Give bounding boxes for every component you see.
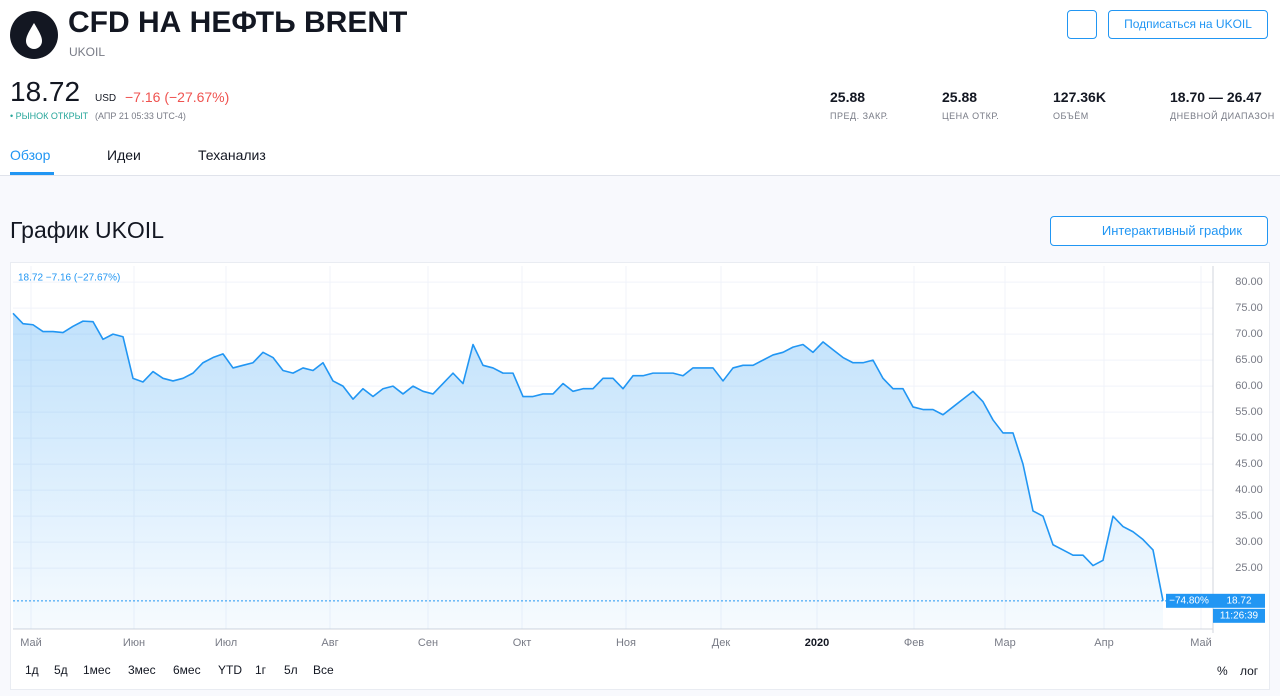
x-tick-label: Дек — [712, 637, 731, 649]
interactive-button[interactable]: Интерактивный график — [1050, 216, 1268, 246]
drop-icon — [26, 23, 42, 49]
status-time: (АПР 21 05:33 UTC-4) — [95, 111, 186, 121]
tab[interactable]: Теханализ — [198, 147, 266, 163]
change: −7.16 (−27.67%) — [125, 89, 230, 105]
stat-label: ПРЕД. ЗАКР. — [830, 111, 889, 121]
range-button[interactable]: 1г — [255, 663, 267, 677]
status: • РЫНОК ОТКРЫТ — [10, 111, 89, 121]
y-tick-label: 80.00 — [1235, 276, 1263, 288]
tab[interactable]: Идеи — [107, 147, 141, 163]
button-label: Интерактивный график — [1101, 223, 1243, 238]
stat-value: 18.70 — 26.47 — [1170, 89, 1262, 105]
stat-label: ЦЕНА ОТКР. — [942, 111, 1000, 121]
range-button[interactable]: 1д — [25, 663, 39, 677]
y-tick-label: 75.00 — [1235, 302, 1263, 314]
price-label: 18.72 — [1226, 595, 1251, 606]
x-tick-label: Май — [20, 637, 42, 649]
stat-value: 25.88 — [942, 89, 978, 105]
y-tick-label: 25.00 — [1235, 562, 1263, 574]
currency: USD — [95, 93, 117, 104]
range-button[interactable]: YTD — [218, 663, 242, 677]
x-tick-label: Сен — [418, 637, 438, 649]
y-tick-label: 60.00 — [1235, 380, 1263, 392]
stat-value: 127.36K — [1053, 89, 1106, 105]
change-badge — [1166, 593, 1213, 608]
range-button[interactable]: 1мес — [83, 663, 111, 677]
x-tick-label: Июл — [215, 637, 237, 649]
change-label: −74.80% — [1169, 595, 1209, 606]
price-line — [12, 312, 1164, 601]
y-tick-label: 30.00 — [1235, 536, 1263, 548]
x-tick-label: Окт — [513, 637, 532, 649]
stat-label: ОБЪЁМ — [1053, 111, 1089, 121]
range-button[interactable]: 5л — [284, 663, 298, 677]
x-tick-label: Май — [1190, 637, 1212, 649]
y-tick-label: 45.00 — [1235, 458, 1263, 470]
area-fill — [13, 313, 1163, 629]
y-tick-label: 70.00 — [1235, 328, 1263, 340]
y-tick-label: 35.00 — [1235, 510, 1263, 522]
range-button[interactable]: Все — [313, 663, 334, 677]
title: CFD НА НЕФТЬ BRENT — [68, 6, 408, 39]
section-title: График UKOIL — [10, 217, 164, 243]
logo — [10, 11, 58, 59]
subscribe-button[interactable]: Подписаться на UKOIL — [1108, 10, 1268, 39]
y-tick-label: 65.00 — [1235, 354, 1263, 366]
range-button[interactable]: 3мес — [128, 663, 156, 677]
stat-value: 25.88 — [830, 89, 866, 105]
tab[interactable]: Обзор — [10, 147, 51, 163]
stat-label: ДНЕВНОЙ ДИАПАЗОН — [1170, 111, 1275, 121]
x-tick-label: Июн — [123, 637, 145, 649]
symbol: UKOIL — [69, 45, 106, 59]
chart-legend: 18.72 −7.16 (−27.67%) — [18, 273, 120, 284]
x-tick-label: 2020 — [805, 637, 829, 649]
percent-toggle[interactable]: % — [1217, 664, 1228, 678]
price: 18.72 — [10, 76, 81, 107]
y-tick-label: 50.00 — [1235, 432, 1263, 444]
time-badge — [1213, 608, 1265, 623]
y-tick-label: 55.00 — [1235, 406, 1263, 418]
x-tick-label: Авг — [321, 637, 338, 649]
y-tick-label: 40.00 — [1235, 484, 1263, 496]
x-tick-label: Апр — [1094, 637, 1113, 649]
chart-card: 18.72 −7.16 (−27.67%) 80.00 75.00 70.00 65.… — [10, 262, 1270, 690]
range-button[interactable]: 5д — [54, 663, 68, 677]
range-button[interactable]: 6мес — [173, 663, 201, 677]
x-tick-label: Фев — [904, 637, 924, 649]
alert-button[interactable] — [1067, 10, 1097, 39]
tab-underline — [10, 172, 54, 175]
header: CFD НА НЕФТЬ BRENT UKOIL Подписаться на … — [0, 0, 1280, 176]
x-tick-label: Мар — [994, 637, 1016, 649]
price-badge — [1213, 593, 1265, 608]
time-label: 11:26:39 — [1220, 610, 1259, 621]
log-toggle[interactable]: лог — [1240, 664, 1259, 678]
chart: 18.72 −7.16 (−27.67%) 80.00 75.00 70.00 65.… — [12, 266, 1265, 649]
x-tick-label: Ноя — [616, 637, 636, 649]
